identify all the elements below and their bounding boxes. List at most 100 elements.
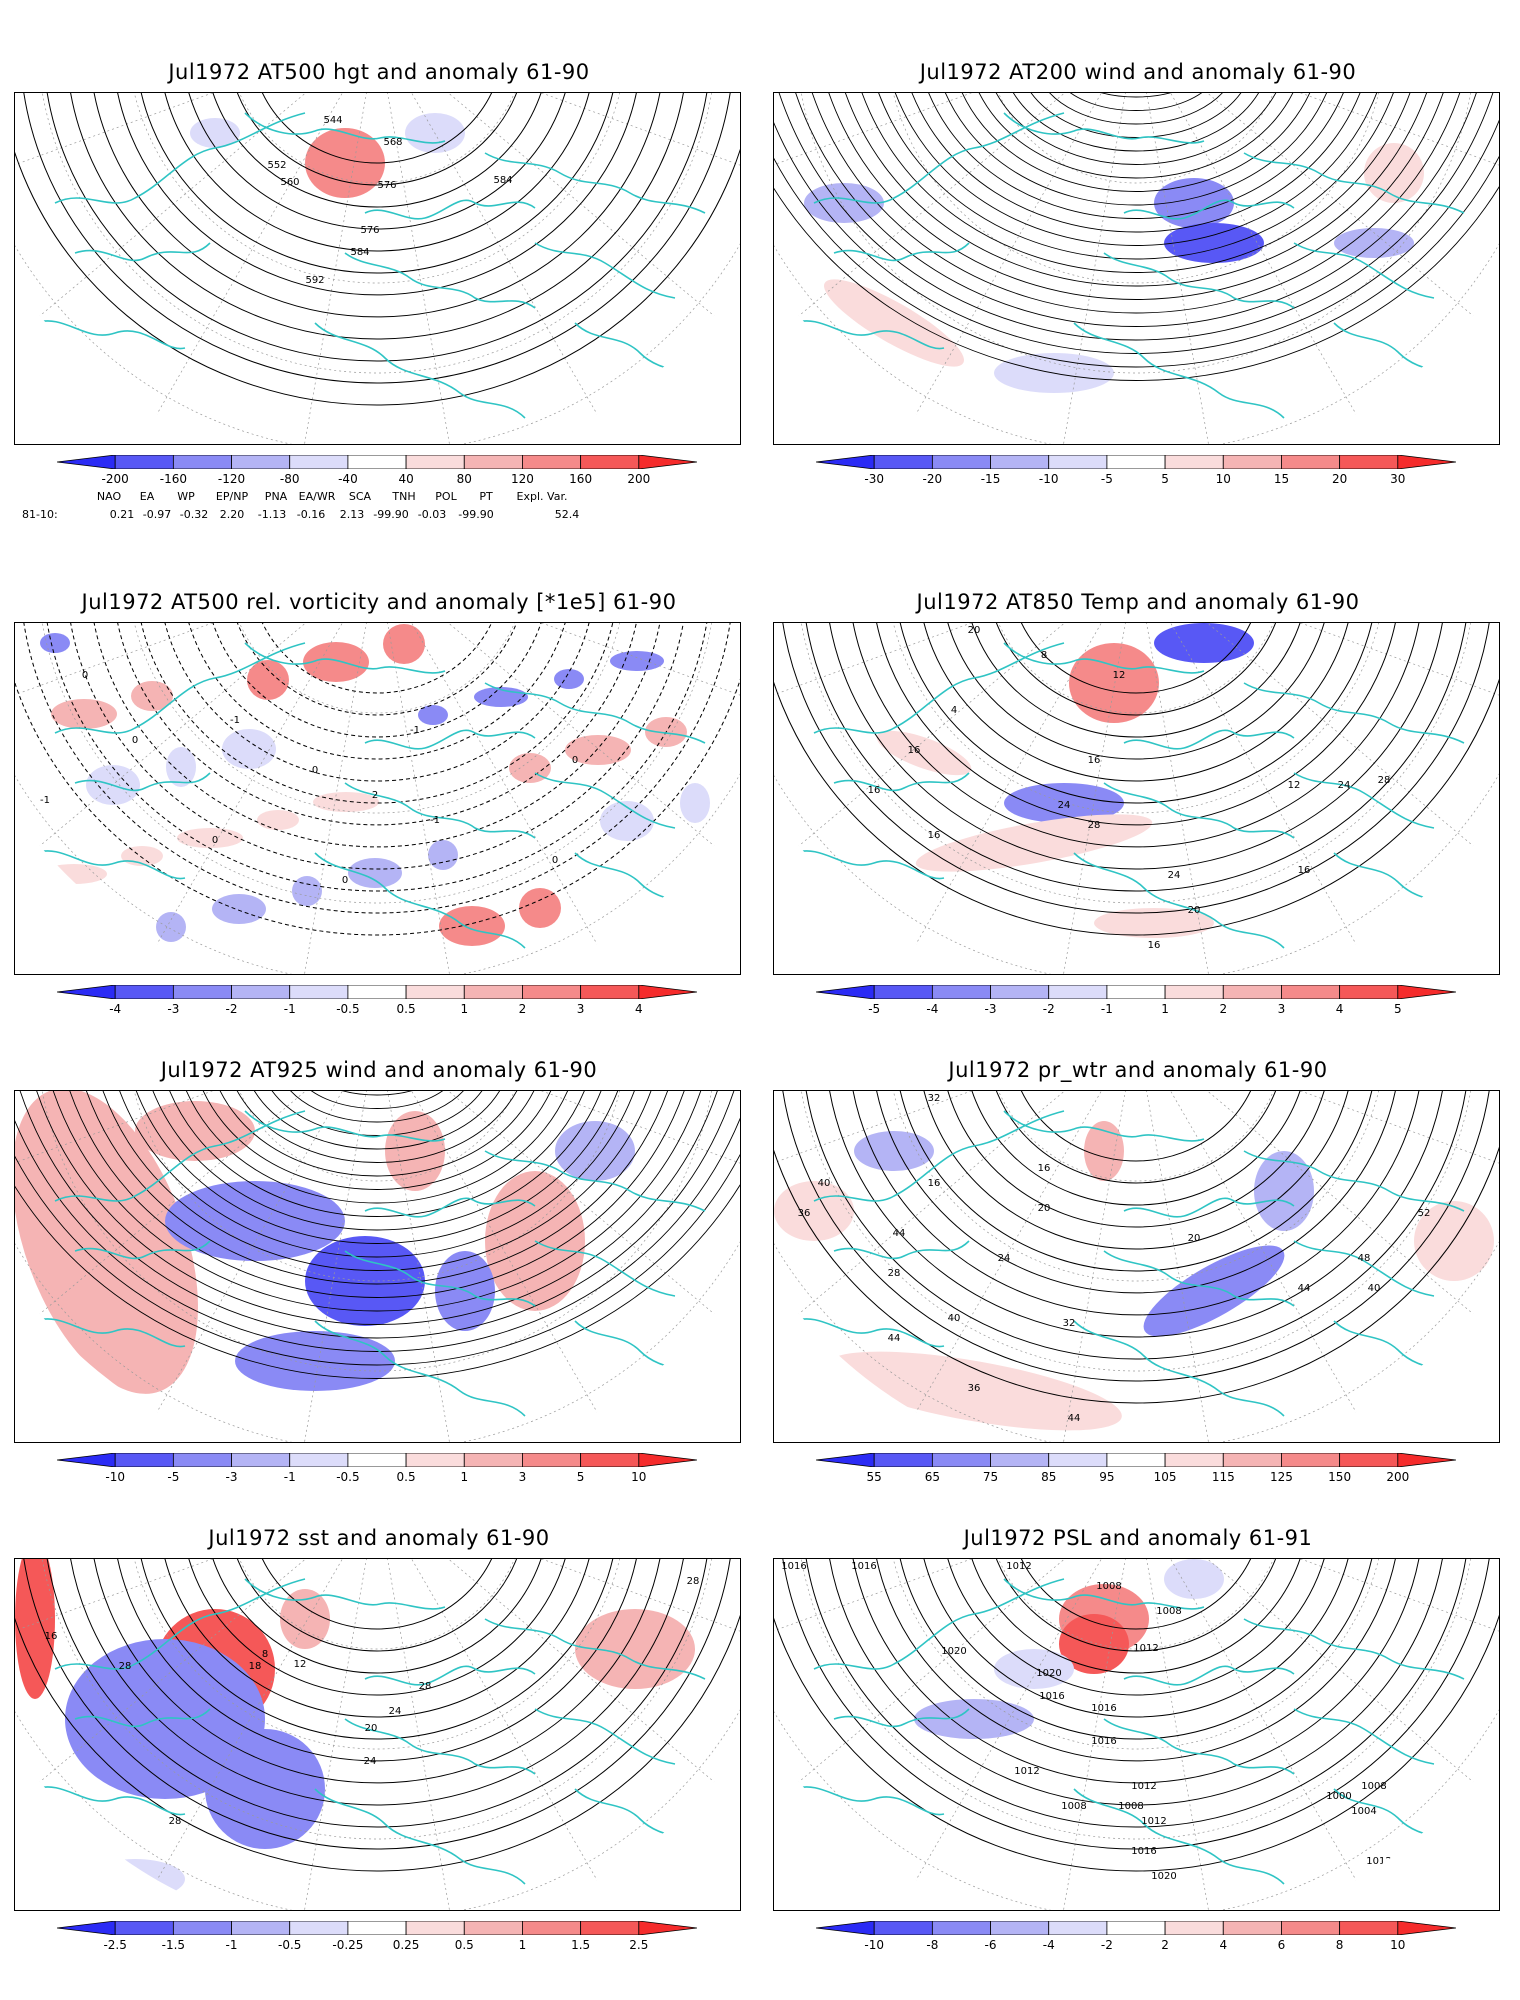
colorbar-segment — [231, 1921, 291, 1935]
streamline — [63, 1091, 691, 1298]
streamline — [15, 1091, 740, 1339]
colorbar — [816, 1453, 1456, 1467]
anomaly-shading — [348, 858, 402, 888]
contour-line — [778, 1559, 1494, 1850]
contour-label: 32 — [1063, 1318, 1076, 1329]
meridian-line — [1135, 1091, 1489, 1327]
anomaly-shading — [439, 906, 505, 946]
coastline — [244, 112, 446, 144]
colorbar-segment — [347, 985, 407, 999]
streamline — [774, 93, 1499, 354]
contour-label: 18 — [249, 1661, 262, 1672]
colorbar-segment — [172, 1921, 232, 1935]
anomaly-shading — [418, 705, 448, 725]
coastline — [793, 850, 945, 880]
colorbar-arrow-left — [816, 1921, 875, 1935]
meridian-line — [24, 1091, 378, 1327]
contour-label: 1008 — [1118, 1801, 1143, 1812]
streamline — [261, 1091, 493, 1136]
anomaly-shading — [824, 279, 964, 367]
colorbar-tick-label: -5 — [167, 1470, 180, 1484]
colorbar-tick-label: 150 — [1328, 1470, 1352, 1484]
streamline — [15, 1091, 740, 1366]
map-500hgt: 544 552 560 568 576 576 584 584 592 — [14, 92, 741, 445]
contour-line — [227, 93, 527, 186]
contour-line — [19, 1559, 735, 1850]
streamline — [774, 93, 1499, 341]
meridian-line — [376, 93, 608, 432]
colorbar-tick-label: 5 — [1161, 472, 1169, 486]
meridian-line — [905, 1091, 1137, 1430]
colorbar-arrow-right — [638, 1453, 697, 1467]
contour-line — [917, 1091, 1355, 1250]
panel-title: Jul1972 AT925 wind and anomaly 61-90 — [160, 1058, 598, 1082]
meridian-line — [376, 1559, 608, 1898]
colorbar-tick-label: -0.5 — [336, 1470, 360, 1484]
tele-index-name: TNH — [392, 490, 416, 503]
coastline — [534, 772, 676, 829]
meridian-line — [1135, 1091, 1499, 1189]
colorbar-tick-label: 1 — [1161, 1002, 1169, 1016]
colorbar-segment — [1106, 985, 1166, 999]
meridian-line — [1135, 1559, 1489, 1795]
meridian-line — [1135, 93, 1499, 191]
contour-line — [870, 1559, 1402, 1762]
contour-label: 568 — [383, 137, 402, 148]
colorbar-segment — [1106, 1453, 1166, 1467]
map-svg: 0 0 -1 -1 0 -1 2 0 -1 0 0 0 — [15, 623, 740, 974]
anomaly-shading — [610, 651, 664, 671]
meridian-line — [774, 1559, 1137, 1657]
meridian-line — [15, 1091, 378, 1189]
streamline — [96, 1091, 658, 1271]
colorbar-arrow-left — [57, 1453, 116, 1467]
colorbar-tick-label: 4 — [634, 1002, 643, 1016]
colorbar-tick-label: 2.5 — [629, 1938, 649, 1952]
coastline — [1333, 1788, 1475, 1850]
contour-label: 544 — [323, 115, 342, 126]
colorbar-tick-label: -80 — [279, 472, 300, 486]
colorbar-segment — [463, 985, 523, 999]
map-prwtr: 3236444016203228241620364448524044364440 — [773, 1090, 1500, 1443]
colorbar-segment — [522, 985, 582, 999]
contour-label: 4 — [951, 705, 957, 716]
contour-line — [158, 623, 596, 782]
contour-label: 8 — [262, 1649, 268, 1660]
colorbar-segment — [1048, 1453, 1108, 1467]
map-850temp: 20 8 4 12 16 16 12 16 24 28 24 28 16 20 24 16 16 — [773, 622, 1500, 975]
contour-line — [181, 93, 573, 230]
map-psl: 1016 1016 1012 1008 1020 1008 1012 1016 1016 1020… — [773, 1558, 1500, 1911]
contour-label: 552 — [267, 160, 286, 171]
streamline — [244, 1091, 510, 1150]
map-925wind — [14, 1090, 741, 1443]
colorbar-tick-label: 30 — [1390, 472, 1406, 486]
coastline — [314, 1788, 526, 1885]
contour-line — [88, 623, 666, 848]
tele-index-value: -99.90 — [458, 508, 494, 521]
colorbar-arrow-right — [638, 1921, 697, 1935]
coastline — [484, 1150, 706, 1212]
tele-index-name: EA — [139, 490, 155, 503]
anomaly-shading — [680, 783, 710, 823]
contour-label: 576 — [360, 225, 379, 236]
colorbar-segment — [1048, 1921, 1108, 1935]
colorbar-segment — [231, 985, 291, 999]
meridian-line — [1135, 623, 1489, 859]
contour-label: 16 — [928, 1178, 941, 1189]
colorbar-arrow-right — [1397, 985, 1456, 999]
colorbar-tick-label: -160 — [159, 472, 187, 486]
colorbar-segment — [1281, 1921, 1341, 1935]
colorbar-segment — [231, 1453, 291, 1467]
coastline — [364, 1665, 536, 1686]
colorbar-tick-label: 75 — [982, 1470, 999, 1484]
meridian-line — [905, 93, 1137, 432]
streamline — [277, 1091, 477, 1123]
coastline — [484, 1618, 706, 1680]
meridian-line — [24, 1559, 378, 1795]
coastline — [244, 642, 446, 674]
contour-line — [19, 623, 735, 914]
contour-label: 0 — [572, 755, 578, 766]
streamline — [838, 93, 1434, 287]
contour-label: 16 — [908, 745, 921, 756]
contour-line — [870, 1091, 1402, 1294]
latitude-circle — [985, 1559, 1287, 1650]
